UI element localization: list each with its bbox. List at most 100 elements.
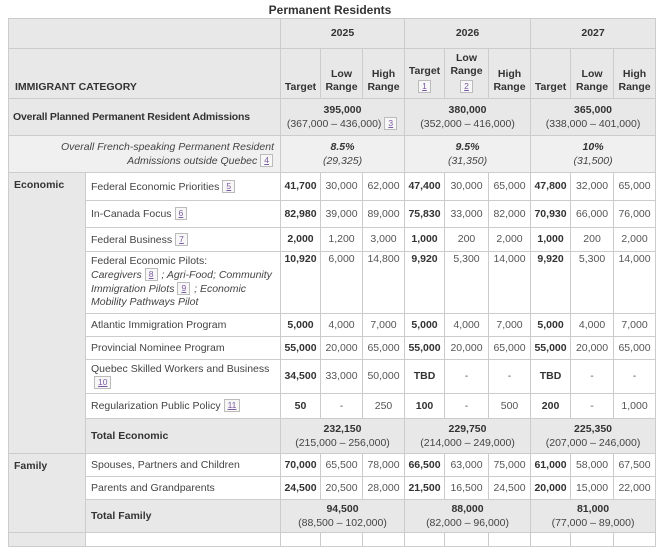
footnote-2-link[interactable]: 2 [460, 80, 473, 93]
total-range: (77,000 – 89,000) [551, 517, 635, 529]
col-2025-target: Target [280, 48, 321, 99]
value-cell: 200 [530, 393, 572, 419]
footnote-8-link[interactable]: 8 [144, 268, 158, 281]
value-cell: 22,000 [613, 476, 657, 500]
value-cell: 65,000 [488, 336, 532, 360]
value-cell: 9,920 [404, 251, 446, 314]
value-cell: 82,000 [488, 200, 532, 228]
footnote-9-link[interactable]: 9 [177, 282, 191, 295]
value-cell: 200 [570, 227, 615, 252]
footnote-7-link[interactable]: 7 [175, 232, 188, 246]
value-cell: 1,000 [613, 393, 657, 419]
value-cell: 62,000 [361, 172, 406, 201]
value-cell: 16,500 [444, 476, 490, 500]
value-cell: 50 [280, 393, 321, 419]
overall-2027-cell: 365,000 (338,000 – 401,000) [530, 98, 657, 136]
table-row-spouses-partners-children: Family Spouses, Partners and Children 70… [8, 453, 657, 533]
footnote-4-link[interactable]: 4 [260, 153, 273, 167]
table-row-federal-business: Federal Business 7 2,000 1,200 3,000 1,00… [9, 227, 657, 252]
column-header-row: IMMIGRANT CATEGORY Target Low Range High… [8, 48, 657, 99]
value-cell: 20,000 [570, 336, 615, 360]
value-cell: 78,000 [361, 453, 406, 477]
row-label: Parents and Grandparents [85, 476, 281, 500]
col-label: Target [408, 65, 441, 77]
footnote-6-link[interactable]: 6 [174, 207, 188, 220]
value-cell: 76,000 [613, 200, 657, 228]
total-economic-label: Total Economic [85, 418, 281, 454]
value-cell: 34,500 [280, 359, 321, 394]
value-cell: 70,000 [280, 453, 321, 477]
value-cell: 20,500 [320, 476, 363, 500]
total-economic-2025: 232,150 (215,000 – 256,000) [279, 418, 406, 454]
value-cell: - [444, 393, 490, 419]
value-cell: 5,000 [404, 313, 446, 337]
cutoff-cell [488, 532, 532, 547]
row-label: Regularization Public Policy 11 [85, 393, 281, 419]
value-cell: 6,000 [320, 251, 363, 314]
total-value: 232,150 [323, 423, 362, 435]
value-cell: 20,000 [444, 336, 490, 360]
table-row-regularization-public-policy: Regularization Public Policy 11 50 - 250 … [9, 393, 657, 419]
table-row-quebec-skilled-workers: Quebec Skilled Workers and Business10 34… [9, 359, 657, 394]
value-cell: 250 [361, 393, 406, 419]
table-row-atlantic-immigration-program: Atlantic Immigration Program 5,000 4,000… [9, 313, 657, 337]
year-2025-header: 2025 [279, 18, 406, 49]
value-cell: 7,000 [361, 313, 406, 337]
overall-2026-range: (352,000 – 416,000) [420, 118, 515, 130]
french-2025-target: 8.5% [330, 141, 355, 153]
value-cell: 89,000 [361, 200, 406, 228]
value-cell: 100 [404, 393, 446, 419]
footnote-10-link[interactable]: 10 [94, 376, 112, 389]
french-2025-cell: 8.5% (29,325) [279, 135, 406, 173]
footnote-1-link[interactable]: 1 [418, 80, 431, 93]
overall-2026-cell: 380,000 (352,000 – 416,000) [404, 98, 532, 136]
value-cell: 5,300 [444, 251, 490, 314]
pilots-sub2: ; Agri-Food; Community Immigration Pilot… [91, 269, 272, 295]
value-cell: 4,000 [570, 313, 615, 337]
value-cell: 10,920 [280, 251, 321, 314]
value-cell: 70,930 [530, 200, 572, 228]
year-header-row: 2025 2026 2027 [8, 18, 657, 49]
row-label: Spouses, Partners and Children [85, 453, 281, 477]
value-cell: 30,000 [320, 172, 363, 201]
footnote-11-link[interactable]: 11 [223, 399, 241, 412]
value-cell: 9,920 [530, 251, 572, 314]
footnote-5-link[interactable]: 5 [222, 179, 236, 193]
immigrant-category-header: IMMIGRANT CATEGORY [8, 48, 281, 99]
cutoff-row [8, 532, 657, 547]
value-cell: 41,700 [280, 172, 321, 201]
value-cell: 1,000 [530, 227, 572, 252]
col-2025-low: Low Range [320, 48, 363, 99]
total-family-2027: 81,000 (77,000 – 89,000) [530, 499, 657, 533]
french-label-text: Overall French-speaking Permanent Reside… [60, 140, 274, 167]
row-label-text: Federal Economic Priorities [91, 180, 220, 193]
overall-2025-cell: 395,000 (367,000 – 436,000) 3 [279, 98, 406, 136]
row-label: Quebec Skilled Workers and Business10 [85, 359, 281, 394]
value-cell: 55,000 [280, 336, 321, 360]
value-cell: 67,500 [613, 453, 657, 477]
table-row-provincial-nominee-program: Provincial Nominee Program 55,000 20,000… [9, 336, 657, 360]
value-cell: 15,000 [570, 476, 615, 500]
value-cell: 66,000 [570, 200, 615, 228]
row-label-text: Federal Economic Pilots: [91, 255, 208, 267]
value-cell: 200 [444, 227, 490, 252]
levels-table: 2025 2026 2027 IMMIGRANT CATEGORY Target… [8, 18, 657, 547]
footnote-3-link[interactable]: 3 [384, 117, 398, 130]
col-2026-target: Target 1 [404, 48, 446, 99]
value-cell: 4,000 [320, 313, 363, 337]
table-row-federal-economic-pilots: Federal Economic Pilots: Caregivers 8 ; A… [9, 251, 657, 314]
value-cell: 24,500 [488, 476, 532, 500]
value-cell: 500 [488, 393, 532, 419]
economic-group-label: Economic [8, 172, 86, 454]
total-range: (88,500 – 102,000) [298, 517, 387, 529]
row-label: In-Canada Focus 6 [85, 200, 281, 228]
total-value: 88,000 [451, 503, 484, 515]
table-row-in-canada-focus: In-Canada Focus 6 82,980 39,000 89,000 75… [9, 200, 657, 228]
overall-2026-target: 380,000 [448, 104, 487, 116]
value-cell: 50,000 [361, 359, 406, 394]
value-cell: 65,500 [320, 453, 363, 477]
cutoff-cell [613, 532, 657, 547]
page-title: Permanent Residents [268, 3, 392, 17]
total-value: 94,500 [326, 503, 359, 515]
total-economic-2026: 229,750 (214,000 – 249,000) [404, 418, 532, 454]
